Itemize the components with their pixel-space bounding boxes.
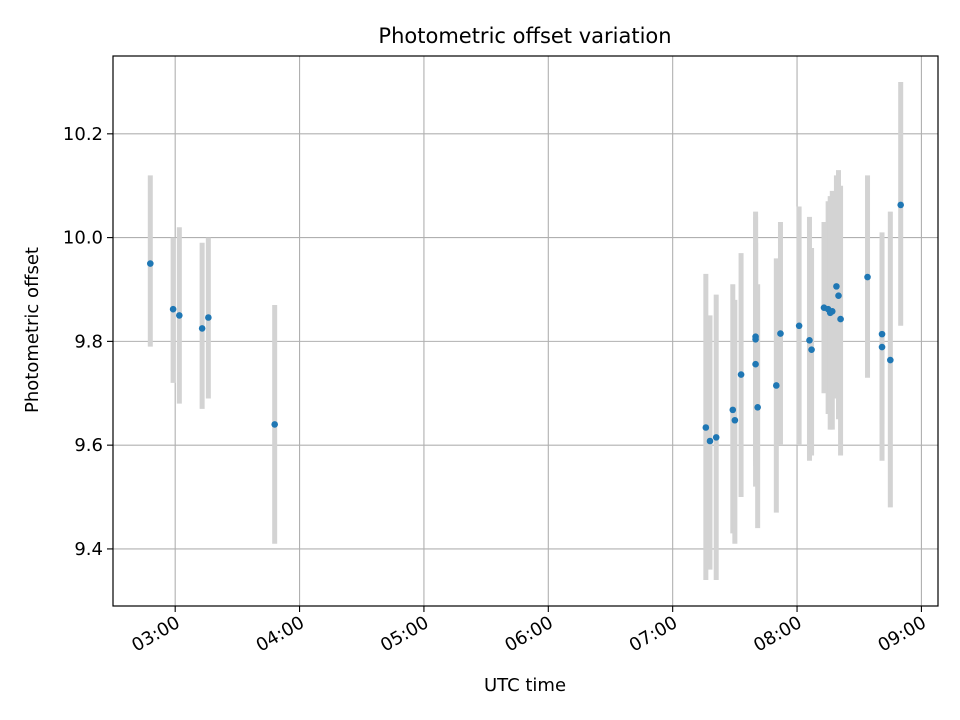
y-tick-label: 9.8 — [74, 331, 103, 352]
data-points — [147, 201, 904, 445]
data-point — [706, 437, 714, 445]
data-point — [808, 346, 815, 353]
data-point — [773, 382, 780, 389]
data-point — [864, 273, 871, 281]
data-point — [806, 337, 813, 344]
data-point — [205, 314, 212, 321]
data-point — [835, 292, 842, 300]
data-point — [198, 325, 206, 332]
y-tick-label: 9.4 — [74, 539, 103, 560]
data-point — [169, 305, 177, 313]
y-tick-label: 10.0 — [63, 228, 103, 249]
data-point — [731, 416, 739, 424]
data-point — [271, 421, 278, 428]
y-axis-ticks: 9.4 9.6 9.8 10.0 10.2 — [63, 124, 113, 560]
data-point — [737, 371, 745, 378]
data-point — [777, 330, 784, 337]
data-point — [833, 283, 840, 290]
data-point — [729, 406, 737, 414]
data-point — [837, 315, 844, 323]
chart-title: Photometric offset variation — [378, 24, 671, 48]
data-point — [752, 360, 759, 368]
y-tick-label: 10.2 — [63, 124, 103, 145]
data-point — [752, 336, 759, 343]
data-point — [176, 312, 183, 319]
y-tick-label: 9.6 — [74, 435, 103, 456]
data-point — [754, 403, 761, 411]
data-point — [878, 330, 886, 338]
y-axis-label: Photometric offset — [22, 247, 43, 413]
plot-frame — [112, 55, 939, 607]
data-point — [147, 260, 154, 267]
data-point — [702, 424, 710, 431]
data-point — [712, 434, 720, 441]
data-point — [878, 343, 886, 351]
x-axis-label: UTC time — [484, 675, 566, 696]
data-point — [795, 322, 803, 330]
data-point — [887, 356, 894, 364]
data-point — [897, 201, 904, 209]
data-point — [828, 307, 836, 315]
